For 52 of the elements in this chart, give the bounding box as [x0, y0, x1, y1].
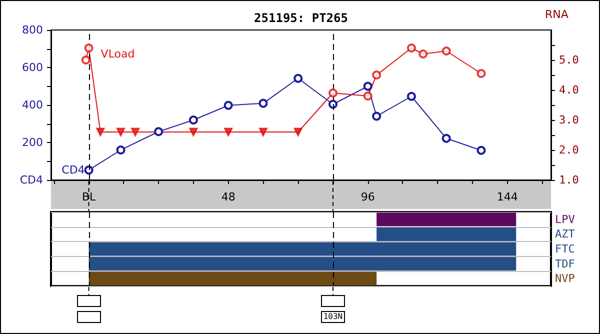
y-tick-label: LPV	[555, 212, 576, 226]
y-tick-label: CD4	[20, 174, 43, 186]
point	[442, 46, 451, 56]
y-tick-label: 800	[22, 24, 43, 36]
point	[224, 100, 233, 110]
point	[84, 166, 94, 175]
point	[294, 128, 302, 136]
point	[258, 98, 268, 108]
point	[406, 92, 416, 101]
y-tick-label: NVP	[555, 272, 576, 286]
point	[476, 69, 486, 78]
point	[188, 116, 198, 124]
point	[363, 82, 372, 91]
y-tick-label: 600	[22, 61, 43, 74]
y2-tick-label: 5.0	[559, 54, 579, 66]
point	[96, 128, 105, 136]
point	[363, 92, 372, 100]
point	[116, 128, 126, 136]
point	[154, 127, 164, 136]
point	[418, 50, 428, 58]
point	[116, 146, 126, 154]
x-tick-label: 96	[360, 190, 375, 204]
y-tick-label: AZT	[555, 228, 576, 241]
point	[84, 44, 94, 52]
y-tick-label: 400	[22, 98, 43, 112]
point	[131, 128, 140, 136]
series-label: CD4	[62, 164, 85, 177]
point	[372, 112, 382, 121]
point	[294, 74, 303, 83]
y2-tick-label: 3.0	[559, 114, 579, 126]
x-tick-label: BL	[82, 190, 96, 204]
y2-tick-label: 4.0	[559, 84, 579, 96]
y2-axis-title: RNA	[545, 8, 569, 21]
y2-tick-label: 1.0	[559, 174, 579, 186]
point	[372, 70, 382, 80]
y-tick-label: FTC	[555, 242, 575, 256]
point	[81, 56, 90, 64]
point	[258, 128, 268, 136]
x-tick-label: 144	[496, 190, 518, 204]
chart-title: 251195: PT265	[254, 11, 348, 25]
point	[476, 146, 486, 155]
point	[224, 128, 233, 136]
y2-tick-label: 2.0	[559, 144, 579, 156]
point	[328, 88, 338, 98]
x-tick-label: 48	[221, 190, 236, 204]
point	[189, 128, 198, 136]
point	[442, 134, 451, 143]
y-tick-label: 200	[22, 136, 43, 149]
series-label: VLoad	[100, 48, 135, 60]
text: 103N	[320, 311, 345, 323]
y-tick-label: TDF	[555, 257, 575, 270]
point	[406, 44, 416, 52]
